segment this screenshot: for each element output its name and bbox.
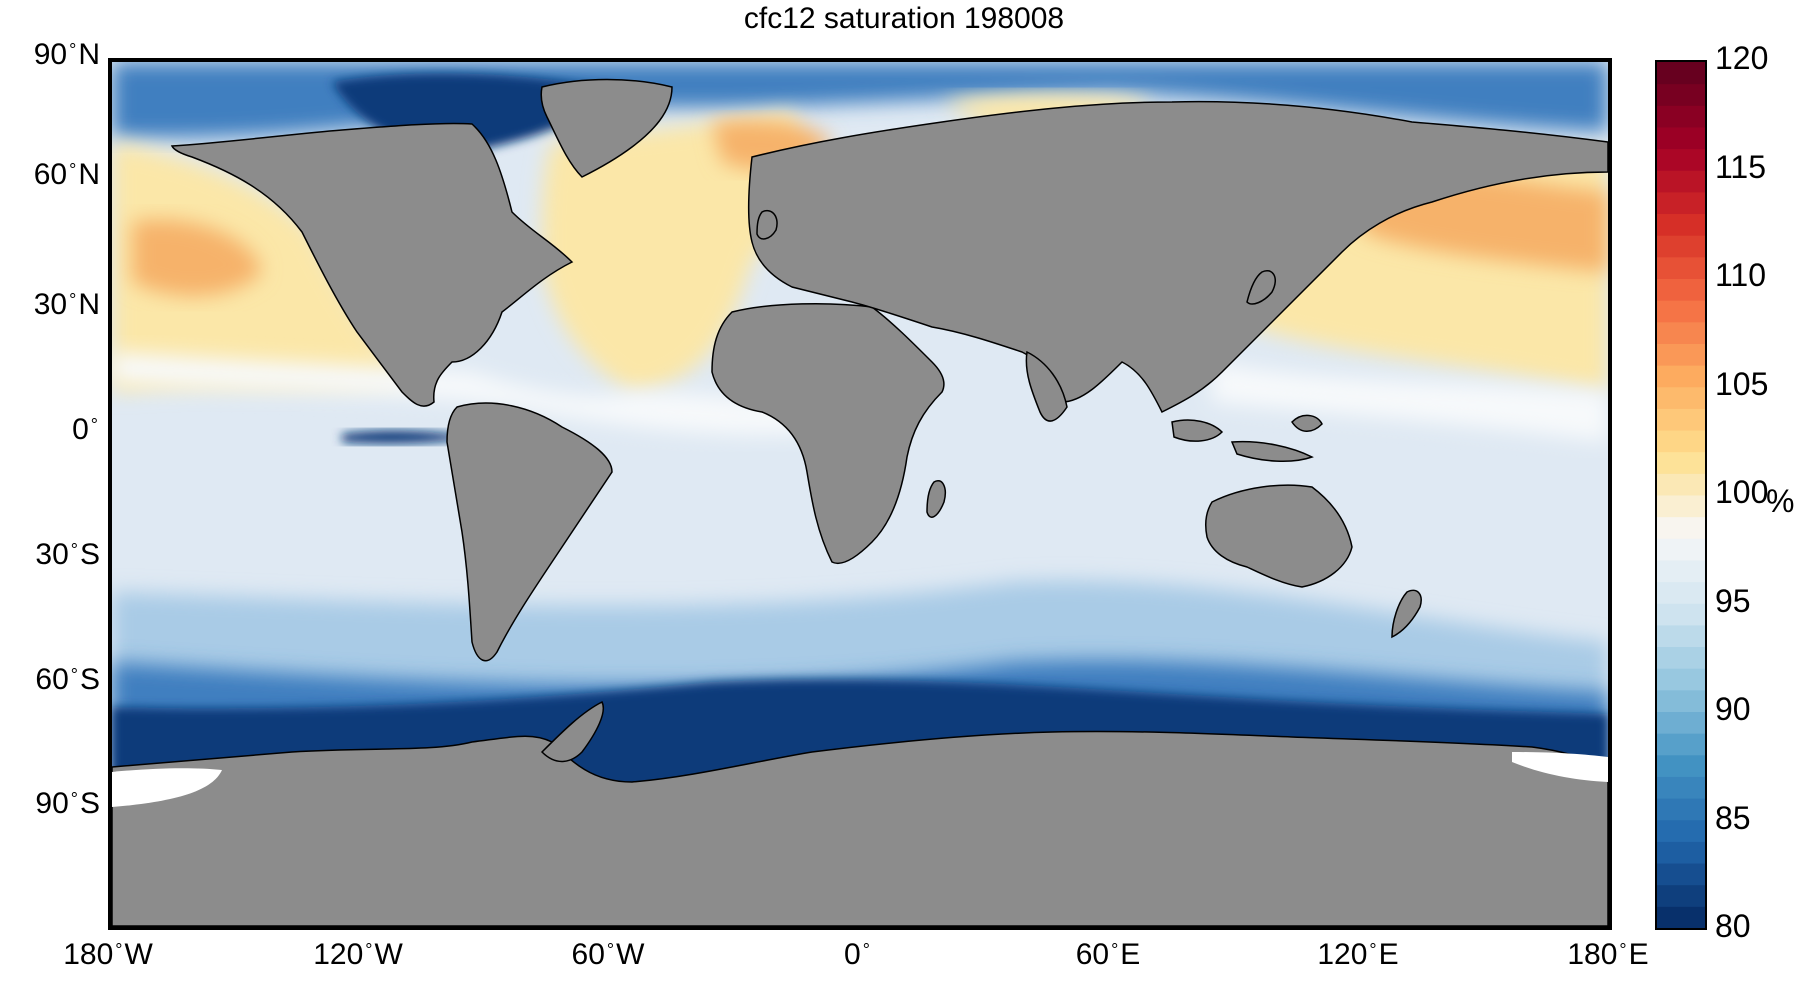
- longitude-label: 120 °E: [1317, 938, 1399, 971]
- colorbar-tick-label: 105: [1715, 365, 1769, 402]
- colorbar-swatch: [1657, 668, 1705, 691]
- colorbar-swatch: [1657, 430, 1705, 453]
- colorbar-swatch: [1657, 603, 1705, 626]
- south-america-landmass: [446, 402, 613, 662]
- colorbar-swatch: [1657, 386, 1705, 409]
- colorbar-swatch: [1657, 819, 1705, 842]
- colorbar-swatch: [1657, 300, 1705, 323]
- africa-landmass: [711, 302, 945, 564]
- colorbar-swatch: [1657, 170, 1705, 193]
- colorbar-swatch: [1657, 343, 1705, 366]
- colorbar-swatch: [1657, 495, 1705, 518]
- land-masses: [112, 78, 1608, 926]
- map-title: cfc12 saturation 198008: [743, 2, 1065, 35]
- colorbar-swatch: [1657, 733, 1705, 756]
- longitude-label: 60 °W: [571, 938, 645, 971]
- colorbar-swatch: [1657, 83, 1705, 106]
- colorbar-tick-label: 85: [1715, 799, 1751, 836]
- colorbar-swatch: [1657, 624, 1705, 648]
- latitude-label: 30 °S: [35, 538, 100, 571]
- antarctic-peninsula: [540, 700, 604, 763]
- colorbar-swatch: [1657, 408, 1705, 431]
- colorbar-swatch: [1657, 235, 1705, 258]
- colorbar-tick-label: 100: [1715, 474, 1769, 510]
- latitude-label: 60 °S: [35, 663, 100, 696]
- latitude-label: 90 °N: [33, 38, 100, 71]
- australia-landmass: [1205, 484, 1353, 588]
- colorbar-gradient: [1657, 62, 1705, 929]
- colorbar-swatch: [1657, 126, 1705, 150]
- colorbar-tick-label: 90: [1715, 691, 1751, 727]
- colorbar-swatch: [1657, 646, 1705, 669]
- colorbar-swatch: [1657, 906, 1705, 929]
- colorbar-swatch: [1657, 776, 1705, 799]
- madagascar-landmass: [926, 480, 946, 518]
- colorbar-swatch: [1657, 884, 1705, 907]
- indonesia-islands: [1171, 414, 1323, 463]
- colorbar-swatch: [1657, 516, 1705, 539]
- colorbar-swatch: [1657, 278, 1705, 301]
- latitude-label: 30 °N: [33, 288, 100, 321]
- colorbar-tick-label: 80: [1715, 908, 1751, 944]
- new-zealand-landmass: [1391, 589, 1422, 639]
- longitude-label: 180 °W: [63, 938, 153, 971]
- japan-landmass: [1246, 270, 1276, 305]
- colorbar-tick-label: 110: [1715, 257, 1767, 293]
- colorbar-swatch: [1657, 213, 1705, 236]
- sea-ice-west: [112, 768, 222, 807]
- colorbar-swatch: [1657, 256, 1705, 279]
- colorbar-swatch: [1657, 473, 1705, 496]
- colorbar-tick-label: 95: [1715, 582, 1751, 619]
- longitude-label: 180 °E: [1567, 938, 1649, 971]
- colorbar-swatch: [1657, 148, 1705, 171]
- sea-ice-east: [1512, 752, 1608, 782]
- longitude-label: 60 °E: [1075, 938, 1141, 971]
- latitude-label: 90 °S: [35, 787, 100, 820]
- colorbar-swatch: [1657, 754, 1705, 777]
- north-america-landmass: [170, 122, 574, 407]
- colorbar: [1655, 60, 1707, 930]
- latitude-label: 0 °: [72, 413, 98, 446]
- colorbar-swatch: [1657, 105, 1705, 128]
- colorbar-swatch: [1657, 62, 1705, 85]
- uk-landmass: [756, 210, 778, 240]
- colorbar-swatch: [1657, 451, 1705, 474]
- colorbar-tick-label: 120: [1715, 40, 1769, 76]
- map-panel: [108, 58, 1612, 930]
- longitude-label: 120 °W: [313, 938, 403, 971]
- antarctica-landmass: [112, 730, 1608, 926]
- colorbar-swatch: [1657, 863, 1705, 886]
- india-landmass: [1025, 350, 1068, 422]
- longitude-label: 0 °: [844, 938, 870, 971]
- colorbar-swatch: [1657, 581, 1705, 604]
- colorbar-swatch: [1657, 841, 1705, 864]
- colorbar-swatch: [1657, 321, 1705, 344]
- colorbar-tick-label: 115: [1715, 148, 1767, 185]
- colorbar-swatch: [1657, 365, 1705, 388]
- greenland-landmass: [540, 78, 673, 178]
- colorbar-unit: %: [1766, 483, 1795, 519]
- colorbar-swatch: [1657, 798, 1705, 821]
- colorbar-swatch: [1657, 191, 1705, 215]
- world-map: [112, 62, 1608, 926]
- colorbar-swatch: [1657, 711, 1705, 734]
- latitude-label: 60 °N: [33, 158, 100, 191]
- eurasia-landmass: [747, 100, 1608, 414]
- colorbar-swatch: [1657, 689, 1705, 712]
- colorbar-swatch: [1657, 559, 1705, 583]
- colorbar-swatch: [1657, 538, 1705, 561]
